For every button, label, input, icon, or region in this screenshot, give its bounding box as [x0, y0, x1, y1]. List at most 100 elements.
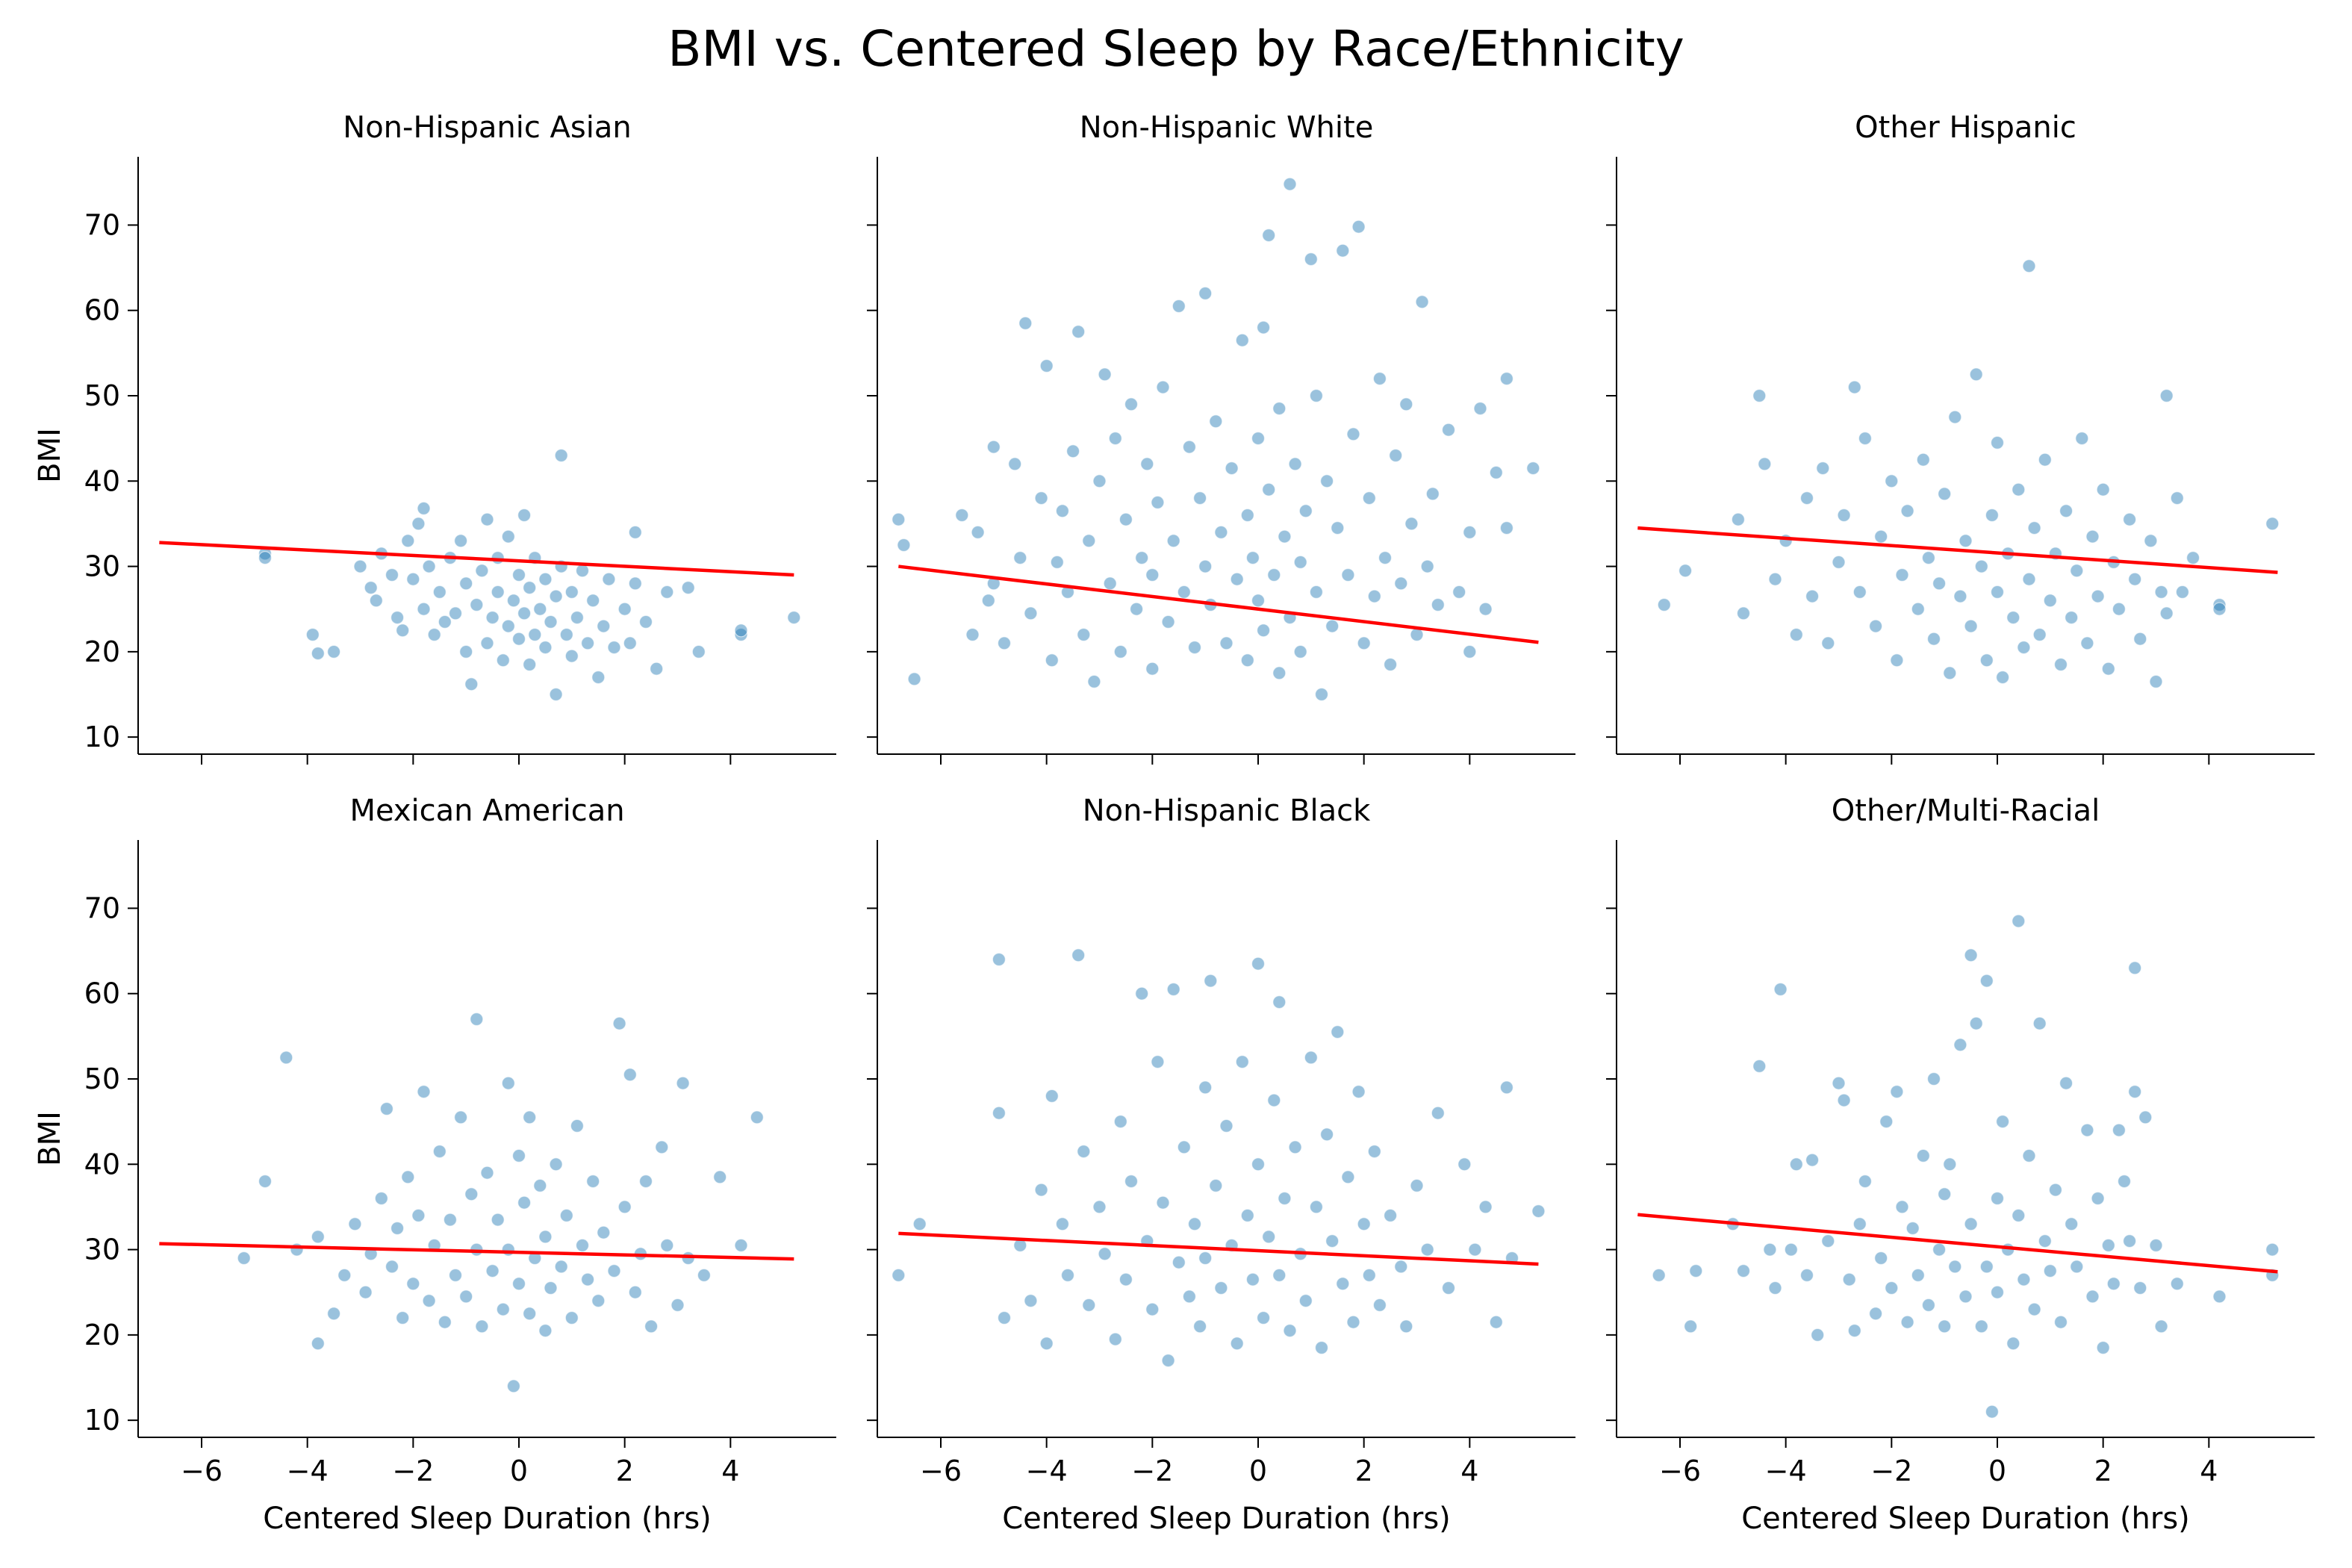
x-tick-label: 2	[616, 1455, 634, 1487]
data-point	[2070, 564, 2084, 578]
data-point	[1151, 495, 1165, 510]
data-point	[602, 572, 616, 586]
data-point	[1763, 1242, 1777, 1257]
data-point	[1319, 1127, 1334, 1142]
data-point	[1684, 1319, 1698, 1334]
data-point	[2101, 662, 2115, 676]
data-point	[1362, 491, 1376, 505]
data-point	[2170, 1277, 2184, 1291]
data-point	[1852, 1217, 1867, 1231]
data-point	[533, 1178, 547, 1193]
data-point	[1837, 508, 1851, 523]
data-point	[1499, 520, 1514, 535]
data-point	[1842, 1272, 1856, 1287]
data-point	[2112, 602, 2126, 616]
data-point	[1463, 644, 1477, 659]
data-point	[1652, 1268, 1666, 1283]
scatter-points	[892, 177, 1540, 702]
data-point	[422, 559, 436, 573]
data-point	[453, 1110, 468, 1124]
data-point	[1192, 1319, 1207, 1334]
data-point	[1885, 474, 1899, 488]
data-point	[464, 677, 479, 691]
data-point	[2096, 1340, 2110, 1355]
data-point	[1140, 457, 1154, 471]
panel-6: Other/Multi-Racial −6 −4 −2 0 2 4 Centered Slee…	[1606, 794, 2315, 1536]
data-point	[511, 567, 526, 582]
data-point	[1225, 461, 1239, 476]
data-point	[2159, 388, 2174, 403]
data-point	[491, 1213, 505, 1227]
data-point	[1441, 1281, 1456, 1295]
x-tick-label: −4	[1765, 1455, 1807, 1487]
data-point	[1367, 589, 1381, 603]
data-point	[358, 1285, 373, 1299]
y-axis-label: BMI	[33, 428, 67, 483]
data-point	[1298, 1293, 1313, 1308]
data-point	[406, 572, 420, 586]
data-point	[2128, 572, 2142, 586]
data-point	[607, 1263, 621, 1278]
data-point	[2106, 1277, 2121, 1291]
data-point	[411, 517, 426, 531]
data-point	[623, 1068, 637, 1082]
data-point	[1847, 380, 1861, 394]
data-point	[1251, 1157, 1266, 1172]
data-point	[597, 1225, 611, 1239]
data-point	[1799, 1268, 1814, 1283]
y-tick-label: 50	[84, 1063, 120, 1095]
data-point	[1959, 534, 1973, 548]
data-point	[1262, 228, 1276, 243]
data-point	[1768, 1281, 1782, 1295]
data-point	[1161, 1353, 1175, 1368]
data-point	[1974, 559, 1988, 573]
data-point	[1283, 177, 1297, 191]
data-point	[564, 649, 579, 663]
data-point	[1346, 427, 1360, 441]
data-point	[1230, 572, 1244, 586]
data-point	[2075, 431, 2089, 446]
data-point	[1331, 1024, 1345, 1039]
data-point	[1336, 1277, 1350, 1291]
data-point	[1911, 1268, 1925, 1283]
data-point	[1124, 397, 1139, 411]
data-point	[506, 594, 521, 608]
data-point	[992, 1106, 1007, 1120]
data-point	[1938, 1319, 1952, 1334]
data-point	[1219, 1119, 1233, 1133]
data-point	[1964, 1217, 1978, 1231]
data-point	[2012, 1208, 2026, 1223]
regression-line	[159, 1242, 794, 1261]
data-point	[517, 1195, 532, 1210]
data-point	[1050, 555, 1064, 570]
data-point	[1214, 1281, 1228, 1295]
data-point	[2017, 640, 2031, 655]
data-point	[1979, 653, 1994, 668]
data-point	[1905, 1221, 1920, 1236]
data-point	[448, 1268, 463, 1283]
panel-title: Non-Hispanic Black	[1083, 794, 1371, 828]
y-tick-label: 30	[84, 550, 120, 583]
data-point	[1990, 585, 2005, 600]
data-point	[1441, 423, 1456, 437]
data-point	[374, 1191, 388, 1206]
data-point	[438, 615, 452, 629]
y-tick-label: 70	[84, 208, 120, 241]
data-point	[1953, 1038, 1967, 1052]
data-point	[1135, 550, 1149, 565]
data-point	[2101, 1238, 2115, 1253]
data-point	[470, 597, 484, 612]
x-tick-label: 4	[1460, 1455, 1478, 1487]
x-axis-label: Centered Sleep Duration (hrs)	[1002, 1502, 1451, 1536]
data-point	[1394, 576, 1408, 591]
data-point	[2091, 589, 2105, 603]
data-point	[992, 952, 1007, 967]
data-point	[1298, 504, 1313, 518]
data-point	[1985, 1404, 1999, 1419]
data-point	[549, 589, 563, 603]
data-point	[1283, 1323, 1297, 1338]
data-point	[787, 610, 801, 625]
panel-2: Non-Hispanic White	[867, 111, 1575, 765]
data-point	[997, 636, 1012, 650]
data-point	[2085, 529, 2100, 544]
